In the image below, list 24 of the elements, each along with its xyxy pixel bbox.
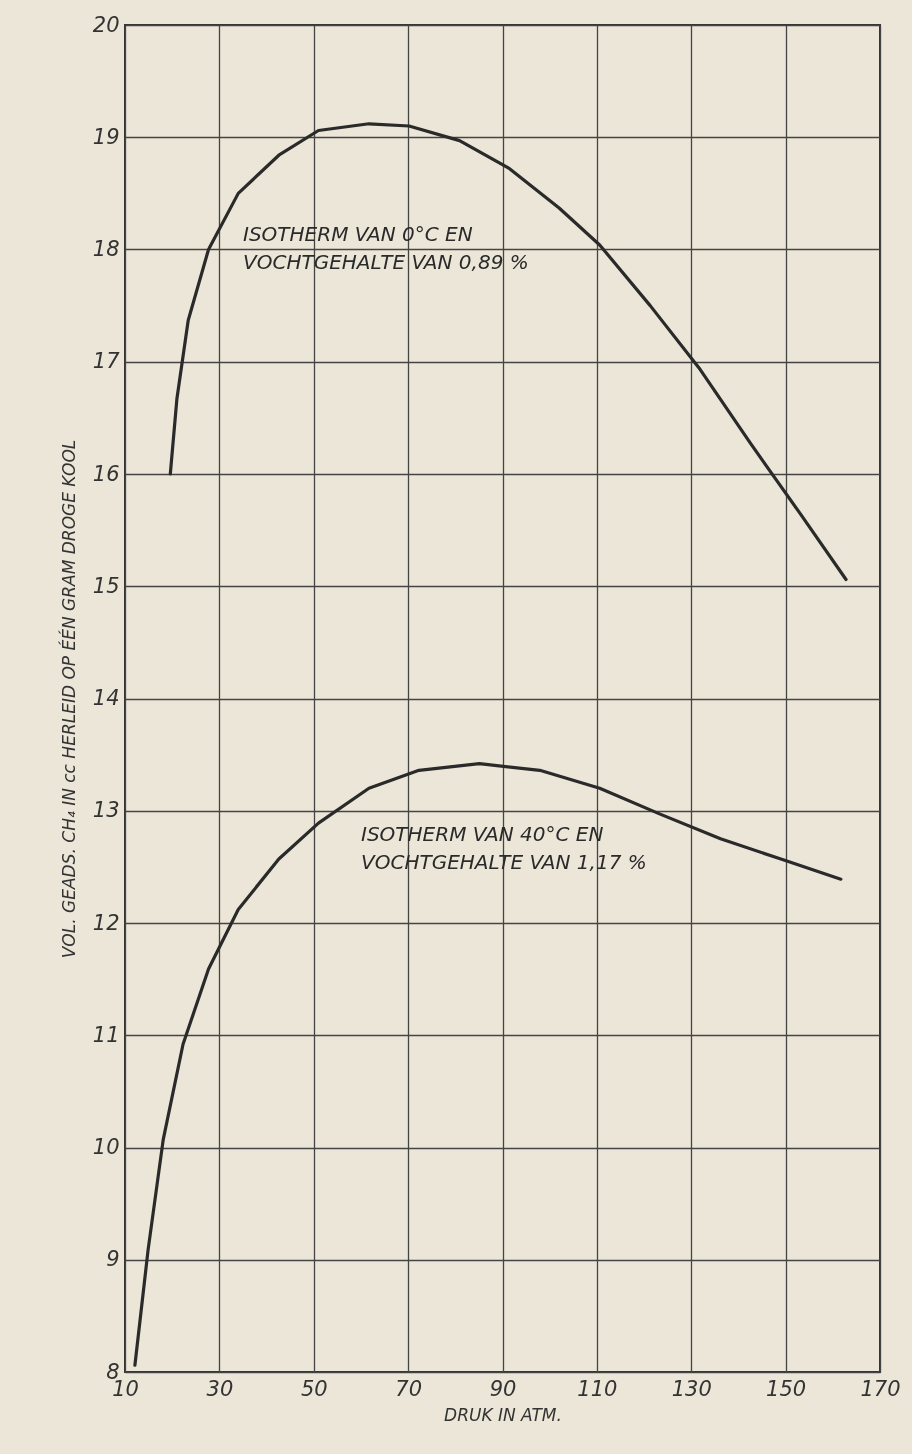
y-tick-label: 10 bbox=[92, 1135, 120, 1159]
y-tick-label: 12 bbox=[92, 910, 120, 935]
x-tick-label: 90 bbox=[489, 1376, 517, 1401]
line-series bbox=[133, 762, 843, 1367]
x-axis-title: DRUK IN ATM. bbox=[444, 1404, 562, 1425]
x-tick-label: 110 bbox=[577, 1376, 618, 1401]
y-tick-label: 17 bbox=[92, 349, 121, 374]
y-tick-label: 15 bbox=[92, 573, 120, 598]
y-tick-label: 18 bbox=[92, 237, 120, 261]
y-tick-label: 9 bbox=[106, 1247, 120, 1272]
x-tick-label: 50 bbox=[300, 1376, 328, 1401]
y-tick-label: 19 bbox=[92, 124, 120, 149]
x-tick-label: 70 bbox=[395, 1376, 422, 1401]
line-series bbox=[168, 122, 848, 582]
y-tick-label: 16 bbox=[92, 461, 120, 486]
x-tick-label: 150 bbox=[766, 1376, 807, 1401]
y-axis-title: VOL. GEADS. CH₄ IN cc HERLEID OP ÉÉN GRAM DROGE KOOL bbox=[57, 439, 79, 959]
x-tick-label: 30 bbox=[206, 1376, 234, 1401]
x-tick-label: 130 bbox=[671, 1376, 712, 1401]
y-tick-label: 14 bbox=[92, 686, 120, 710]
y-tick-label: 13 bbox=[92, 798, 120, 823]
y-tick-label: 20 bbox=[92, 12, 120, 37]
y-tick-label: 11 bbox=[92, 1022, 120, 1047]
x-tick-label: 170 bbox=[860, 1376, 901, 1401]
